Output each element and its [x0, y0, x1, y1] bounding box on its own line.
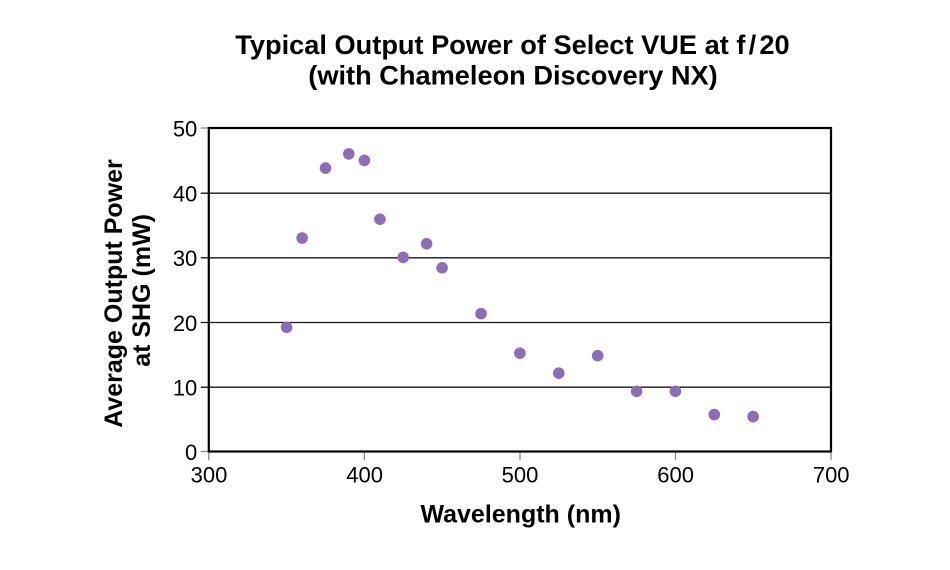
svg-text:10: 10	[173, 376, 197, 401]
svg-text:700: 700	[813, 463, 850, 488]
svg-text:at SHG (mW): at SHG (mW)	[128, 214, 156, 367]
svg-text:50: 50	[173, 117, 197, 142]
svg-text:0: 0	[185, 440, 197, 465]
svg-text:400: 400	[346, 463, 383, 488]
svg-text:Wavelength (nm): Wavelength (nm)	[420, 500, 620, 528]
svg-text:Average Output Power: Average Output Power	[100, 159, 128, 428]
svg-text:40: 40	[173, 182, 197, 207]
svg-text:30: 30	[173, 246, 197, 271]
svg-text:Typical Output Power of Select: Typical Output Power of Select VUE at f /…	[235, 29, 789, 60]
svg-text:500: 500	[502, 463, 539, 488]
svg-text:300: 300	[191, 463, 228, 488]
svg-text:20: 20	[173, 311, 197, 336]
svg-text:600: 600	[657, 463, 694, 488]
svg-text:(with Chameleon Discovery NX): (with Chameleon Discovery NX)	[308, 59, 717, 90]
